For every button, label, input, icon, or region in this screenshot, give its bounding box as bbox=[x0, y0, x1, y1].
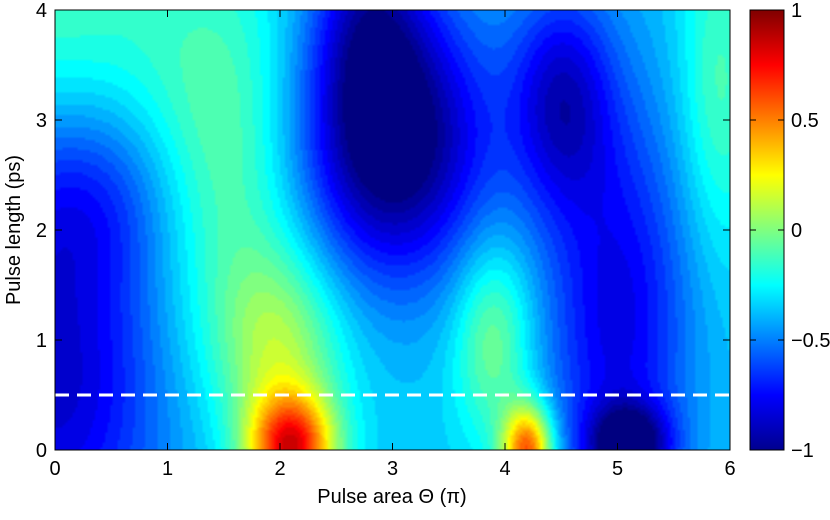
x-tick-label: 2 bbox=[274, 458, 285, 480]
x-tick-label: 6 bbox=[724, 458, 735, 480]
y-tick-label: 1 bbox=[36, 330, 47, 352]
colorbar-tick-label: 1 bbox=[791, 0, 802, 22]
y-axis: 0 1 2 3 4 bbox=[36, 0, 730, 462]
colorbar-tick-label: 0 bbox=[791, 220, 802, 242]
x-tick-label: 3 bbox=[387, 458, 398, 480]
y-tick-label: 3 bbox=[36, 110, 47, 132]
x-tick-label: 4 bbox=[499, 458, 510, 480]
y-tick-label: 2 bbox=[36, 220, 47, 242]
y-axis-label: Pulse length (ps) bbox=[3, 155, 25, 305]
x-tick-label: 1 bbox=[162, 458, 173, 480]
heatmap-surface bbox=[55, 10, 730, 450]
colorbar-tick-label: −0.5 bbox=[791, 330, 830, 352]
x-tick-label: 0 bbox=[49, 458, 60, 480]
colorbar-axis: −1 −0.5 0 0.5 1 bbox=[750, 0, 830, 462]
y-tick-label: 0 bbox=[36, 440, 47, 462]
y-tick-label: 4 bbox=[36, 0, 47, 22]
colorbar-tick-label: −1 bbox=[791, 440, 814, 462]
x-tick-label: 5 bbox=[612, 458, 623, 480]
colorbar-tick-label: 0.5 bbox=[791, 110, 819, 132]
x-axis: 0 1 2 3 4 5 6 bbox=[49, 10, 736, 480]
x-axis-label: Pulse area Θ (π) bbox=[317, 486, 466, 508]
